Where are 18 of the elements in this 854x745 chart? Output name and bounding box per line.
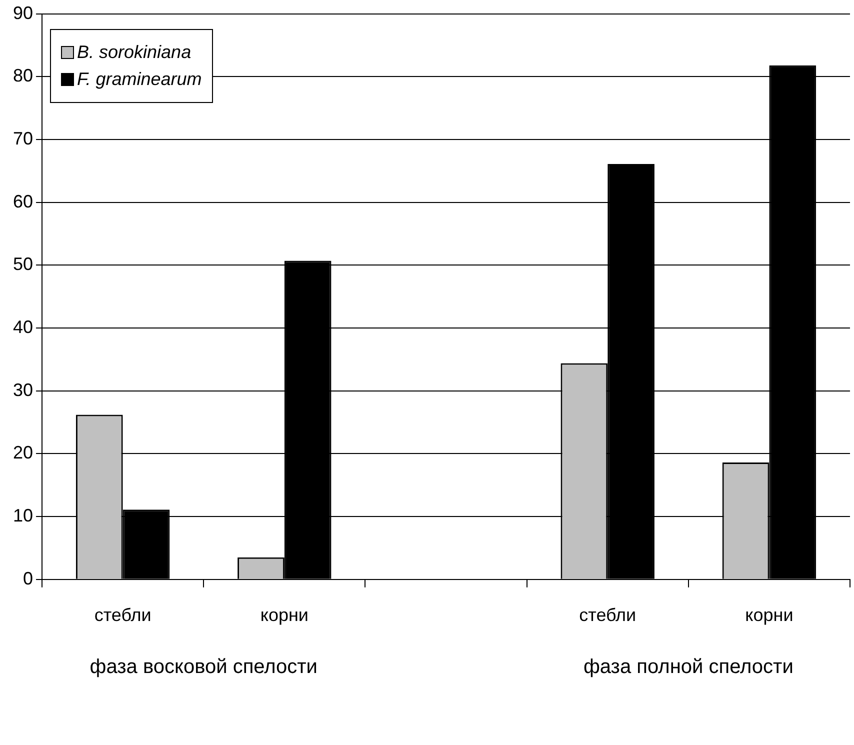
y-tick-label: 90 bbox=[12, 2, 34, 23]
y-tick-label: 30 bbox=[12, 380, 34, 400]
text: фаза полной спелости bbox=[583, 656, 794, 678]
legend-label: F. graminearum bbox=[77, 68, 202, 90]
x-tick-label: корни bbox=[260, 605, 308, 626]
x-tick-label: стебли bbox=[94, 605, 152, 626]
y-tick-label: 70 bbox=[12, 128, 34, 148]
y-tick-label: 60 bbox=[12, 191, 34, 212]
y-tick-label: 50 bbox=[12, 254, 34, 274]
y-tick-label: 0 bbox=[23, 568, 34, 588]
text: фаза восковой спелости bbox=[90, 656, 318, 678]
y-tick-label: 40 bbox=[12, 316, 34, 337]
x-tick-label: корни bbox=[745, 605, 794, 626]
x-tick-label: стебли bbox=[579, 605, 636, 626]
y-tick-label: 10 bbox=[12, 506, 34, 526]
y-tick-label: 20 bbox=[12, 442, 34, 463]
legend-label: B. sorokiniana bbox=[77, 42, 192, 63]
y-tick-label: 80 bbox=[12, 66, 34, 86]
